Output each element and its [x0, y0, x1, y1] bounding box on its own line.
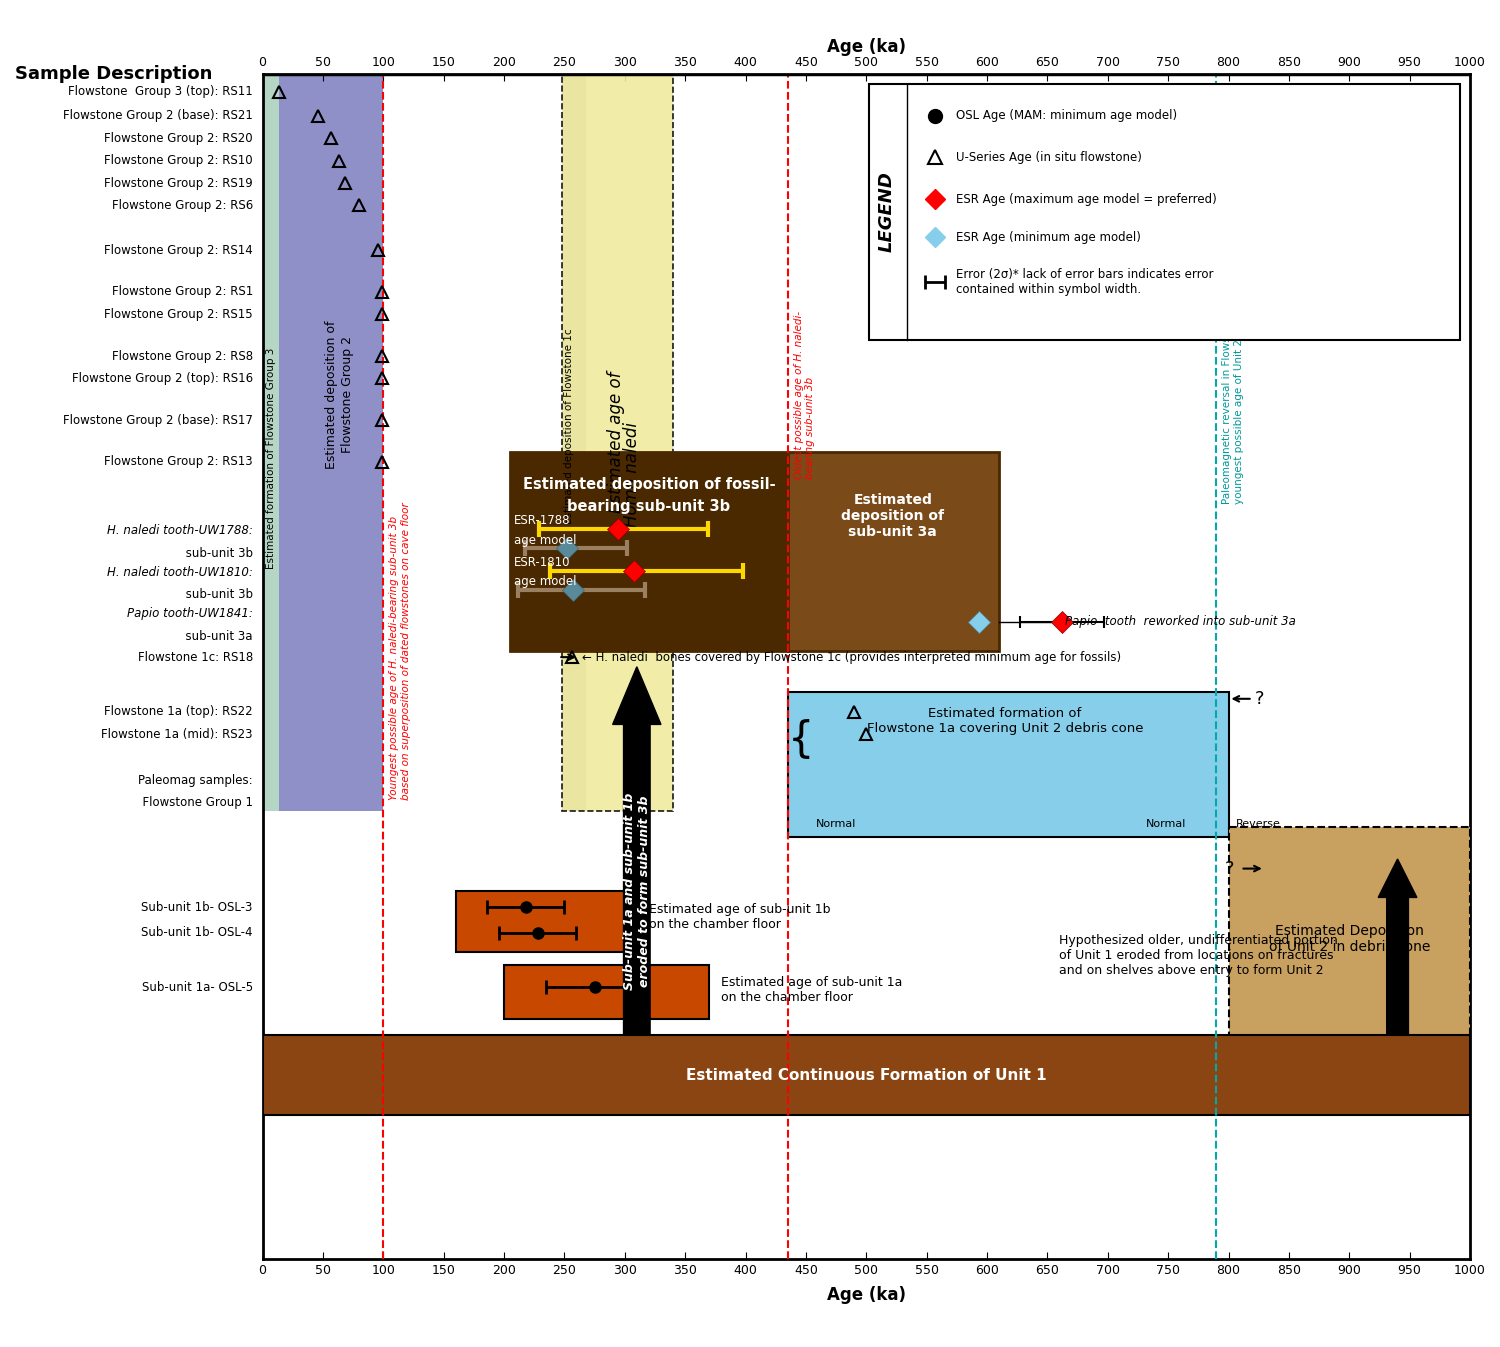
Text: Paleomag samples:: Paleomag samples: [138, 775, 254, 787]
Text: OSL Age (MAM: minimum age model): OSL Age (MAM: minimum age model) [956, 109, 1176, 123]
Text: bearing sub-unit 3b: bearing sub-unit 3b [567, 500, 730, 515]
Text: Flowstone Group 2: RS14: Flowstone Group 2: RS14 [104, 244, 254, 257]
Text: age model: age model [513, 575, 576, 589]
FancyArrow shape [612, 667, 662, 1036]
Text: Flowstone Group 2 (base): RS21: Flowstone Group 2 (base): RS21 [63, 109, 254, 123]
Text: Flowstone Group 2 (base): RS17: Flowstone Group 2 (base): RS17 [63, 414, 254, 427]
Text: Flowstone Group 1: Flowstone Group 1 [135, 796, 254, 810]
Bar [262, 74, 279, 811]
Text: Estimated deposition of: Estimated deposition of [326, 321, 338, 469]
Text: Flowstone Group 2: RS8: Flowstone Group 2: RS8 [111, 349, 254, 362]
Text: Sub-unit 1a- OSL-5: Sub-unit 1a- OSL-5 [141, 981, 254, 994]
Text: Sub-unit 1a and sub-unit 1b
eroded to form sub-unit 3b: Sub-unit 1a and sub-unit 1b eroded to fo… [622, 792, 651, 990]
Text: Sub-unit 1b- OSL-3: Sub-unit 1b- OSL-3 [141, 901, 254, 913]
Bar [562, 74, 674, 811]
Bar [279, 74, 384, 811]
Bar [504, 964, 710, 1020]
Text: Age (ka): Age (ka) [828, 38, 906, 57]
Text: ESR-1810: ESR-1810 [513, 556, 570, 570]
Text: Flowstone 1a (mid): RS23: Flowstone 1a (mid): RS23 [102, 727, 254, 741]
Text: Flowstone Group 2: RS15: Flowstone Group 2: RS15 [104, 308, 254, 321]
Text: Estimated age of sub-unit 1a
on the chamber floor: Estimated age of sub-unit 1a on the cham… [722, 977, 903, 1005]
Text: LEGEND: LEGEND [878, 171, 896, 252]
Text: Reverse: Reverse [1236, 819, 1281, 828]
Text: Paleomagnetic reversal in Flowstone 1a =
youngest possible age of Unit 2: Paleomagnetic reversal in Flowstone 1a =… [1222, 284, 1244, 504]
Bar [868, 84, 1461, 339]
Text: Estimated Continuous Formation of Unit 1: Estimated Continuous Formation of Unit 1 [686, 1068, 1047, 1083]
Text: Papio  tooth  reworked into sub-unit 3a: Papio tooth reworked into sub-unit 3a [1065, 616, 1296, 629]
Text: Flowstone 1c: RS18: Flowstone 1c: RS18 [138, 651, 254, 664]
Text: ESR Age (minimum age model): ESR Age (minimum age model) [956, 230, 1140, 244]
Text: ?: ? [1256, 690, 1264, 707]
Text: Estimated formation of
Flowstone 1a covering Unit 2 debris cone: Estimated formation of Flowstone 1a cove… [867, 707, 1143, 735]
Text: {: { [788, 719, 814, 761]
Text: ESR-1788: ESR-1788 [513, 515, 570, 528]
Text: Estimated deposition of fossil-: Estimated deposition of fossil- [522, 477, 776, 492]
Text: U-Series Age (in situ flowstone): U-Series Age (in situ flowstone) [956, 151, 1142, 164]
Text: Flowstone Group 2: RS13: Flowstone Group 2: RS13 [104, 455, 254, 469]
Text: Flowstone Group 2: Flowstone Group 2 [340, 335, 354, 453]
Bar [562, 74, 586, 811]
Bar [788, 453, 999, 651]
Text: Hypothesized older, undifferentiated portion
of Unit 1 eroded from locations on : Hypothesized older, undifferentiated por… [1059, 933, 1338, 977]
Text: Youngest possible age of H. naledi-bearing sub-unit 3b
based on superposition of: Youngest possible age of H. naledi-beari… [390, 502, 411, 800]
Text: Estimated
deposition of
sub-unit 3a: Estimated deposition of sub-unit 3a [842, 493, 945, 539]
Text: H. naledi tooth-UW1788:: H. naledi tooth-UW1788: [106, 524, 254, 537]
Text: Estimated Deposition
of Unit 2 in debris cone: Estimated Deposition of Unit 2 in debris… [1269, 924, 1430, 954]
Text: Oldest possible age of H. naledi-
bearing sub-unit 3b: Oldest possible age of H. naledi- bearin… [794, 310, 816, 478]
FancyArrow shape [1378, 859, 1417, 1036]
Bar [262, 1036, 1470, 1115]
Text: Sub-unit 1b- OSL-4: Sub-unit 1b- OSL-4 [141, 927, 254, 939]
Text: Flowstone  Group 3 (top): RS11: Flowstone Group 3 (top): RS11 [68, 85, 254, 98]
Text: Normal: Normal [816, 819, 856, 828]
Bar [1228, 827, 1470, 1051]
Text: Flowstone Group 2 (top): RS16: Flowstone Group 2 (top): RS16 [72, 372, 254, 385]
Text: Homo naledi: Homo naledi [622, 422, 640, 527]
Text: Flowstone Group 2: RS6: Flowstone Group 2: RS6 [111, 199, 254, 211]
Bar [510, 453, 788, 651]
Text: Flowstone Group 2: RS20: Flowstone Group 2: RS20 [104, 132, 254, 144]
Text: Papio tooth-UW1841:: Papio tooth-UW1841: [128, 607, 254, 621]
Text: ← H. naledi  bones covered by Flowstone 1c (provides interpreted minimum age for: ← H. naledi bones covered by Flowstone 1… [582, 651, 1122, 664]
X-axis label: Age (ka): Age (ka) [827, 1285, 906, 1304]
Text: Flowstone Group 2: RS10: Flowstone Group 2: RS10 [104, 154, 254, 167]
Text: Estimated formation of Flowstone Group 3: Estimated formation of Flowstone Group 3 [266, 348, 276, 570]
Text: Sample Description: Sample Description [15, 65, 213, 84]
Text: Estimated age of: Estimated age of [608, 372, 625, 513]
Text: Error (2σ)* lack of error bars indicates error
contained within symbol width.: Error (2σ)* lack of error bars indicates… [956, 268, 1214, 296]
Text: Flowstone Group 2: RS19: Flowstone Group 2: RS19 [104, 176, 254, 190]
Bar [456, 890, 638, 952]
Text: Normal: Normal [1146, 819, 1186, 828]
Text: ESR Age (maximum age model = preferred): ESR Age (maximum age model = preferred) [956, 193, 1216, 206]
Text: Flowstone 1a (top): RS22: Flowstone 1a (top): RS22 [104, 704, 254, 718]
Text: Estimated age of sub-unit 1b
on the chamber floor: Estimated age of sub-unit 1b on the cham… [650, 902, 831, 931]
Bar [788, 692, 1228, 836]
Text: sub-unit 3b: sub-unit 3b [166, 547, 254, 559]
Text: H. naledi tooth-UW1810:: H. naledi tooth-UW1810: [106, 566, 254, 579]
Text: age model: age model [513, 533, 576, 547]
Text: ?: ? [1226, 859, 1240, 878]
Text: sub-unit 3b: sub-unit 3b [166, 589, 254, 601]
Text: sub-unit 3a: sub-unit 3a [148, 630, 254, 643]
Text: Estimated deposition of Flowstone 1c: Estimated deposition of Flowstone 1c [564, 329, 574, 524]
Text: Flowstone Group 2: RS1: Flowstone Group 2: RS1 [111, 286, 254, 299]
